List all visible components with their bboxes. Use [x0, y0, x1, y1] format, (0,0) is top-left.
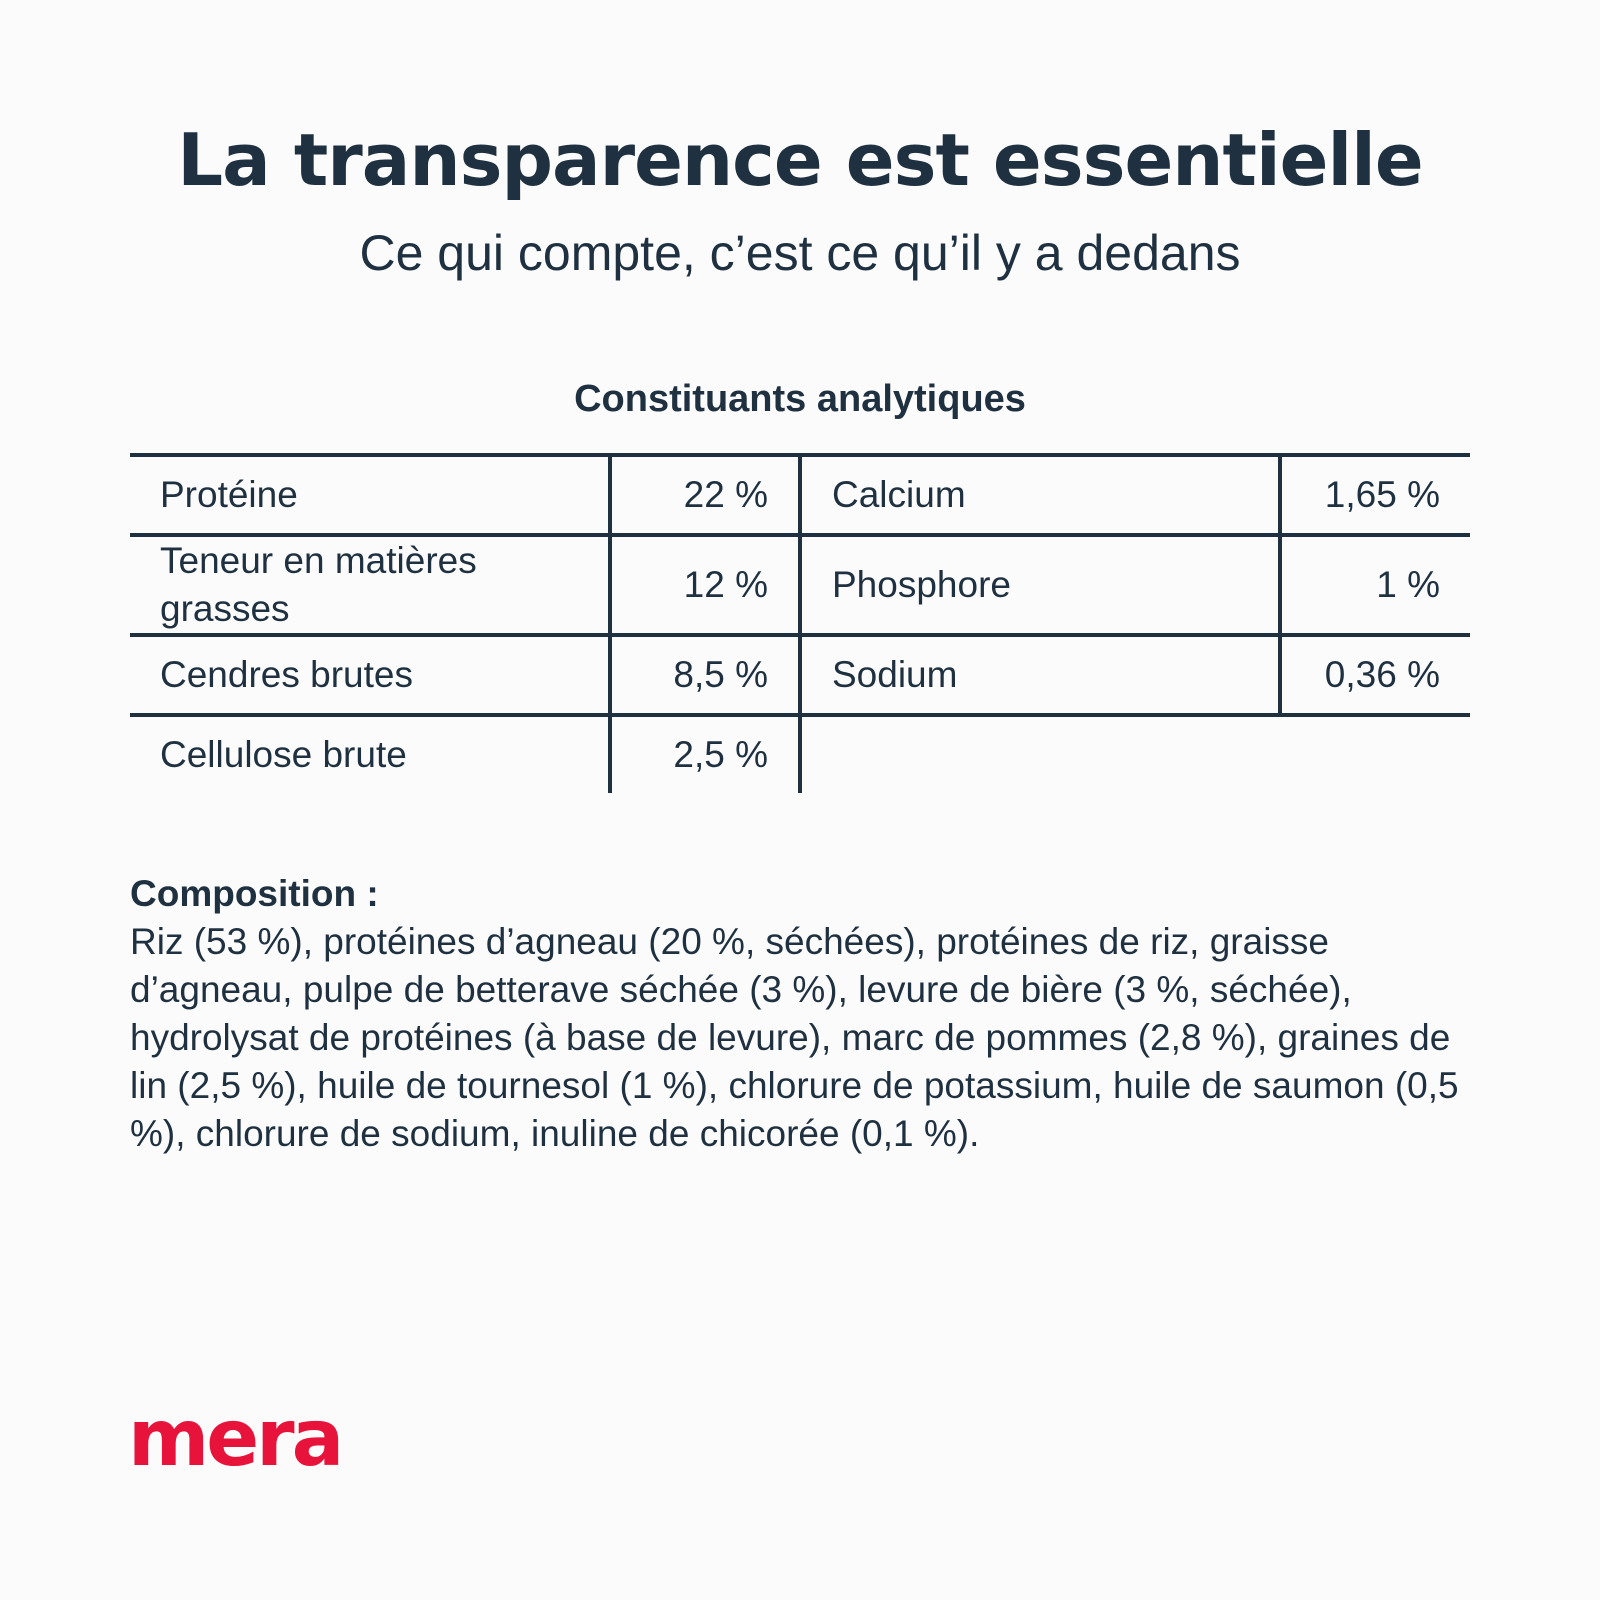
table-row: Teneur en matières grasses 12 % Phosphor… [130, 535, 1470, 637]
constituent-name: Protéine [130, 453, 612, 537]
composition-section: Composition : Riz (53 %), protéines d’ag… [130, 870, 1470, 1158]
constituent-name: Cellulose brute [130, 715, 612, 793]
constituent-value: 0,36 % [1280, 635, 1470, 717]
table-heading: Constituants analytiques [574, 378, 1026, 420]
table-row: Cendres brutes 8,5 % Sodium 0,36 % [130, 635, 1470, 717]
page-subtitle: Ce qui compte, c’est ce qu’il y a dedans [359, 225, 1241, 281]
empty-cell [1280, 715, 1470, 793]
table-row: Cellulose brute 2,5 % [130, 715, 1470, 793]
page-title: La transparence est essentielle [177, 118, 1423, 202]
constituent-value: 2,5 % [610, 715, 802, 793]
brand-logo: mera [128, 1394, 344, 1484]
constituent-value: 1 % [1280, 535, 1470, 637]
constituent-name: Sodium [800, 635, 1282, 717]
composition-text: Riz (53 %), protéines d’agneau (20 %, sé… [130, 921, 1459, 1154]
constituent-name: Cendres brutes [130, 635, 612, 717]
empty-cell [800, 715, 1280, 793]
constituent-value: 8,5 % [610, 635, 802, 717]
constituent-name: Phosphore [800, 535, 1282, 637]
constituent-value: 1,65 % [1280, 453, 1470, 537]
composition-title: Composition : [130, 873, 379, 914]
constituent-value: 12 % [610, 535, 802, 637]
constituent-name: Calcium [800, 453, 1282, 537]
constituent-value: 22 % [610, 453, 802, 537]
constituent-name: Teneur en matières grasses [130, 535, 612, 637]
analytical-constituents-table: Protéine 22 % Calcium 1,65 % Teneur en m… [130, 453, 1470, 793]
table-row: Protéine 22 % Calcium 1,65 % [130, 453, 1470, 537]
